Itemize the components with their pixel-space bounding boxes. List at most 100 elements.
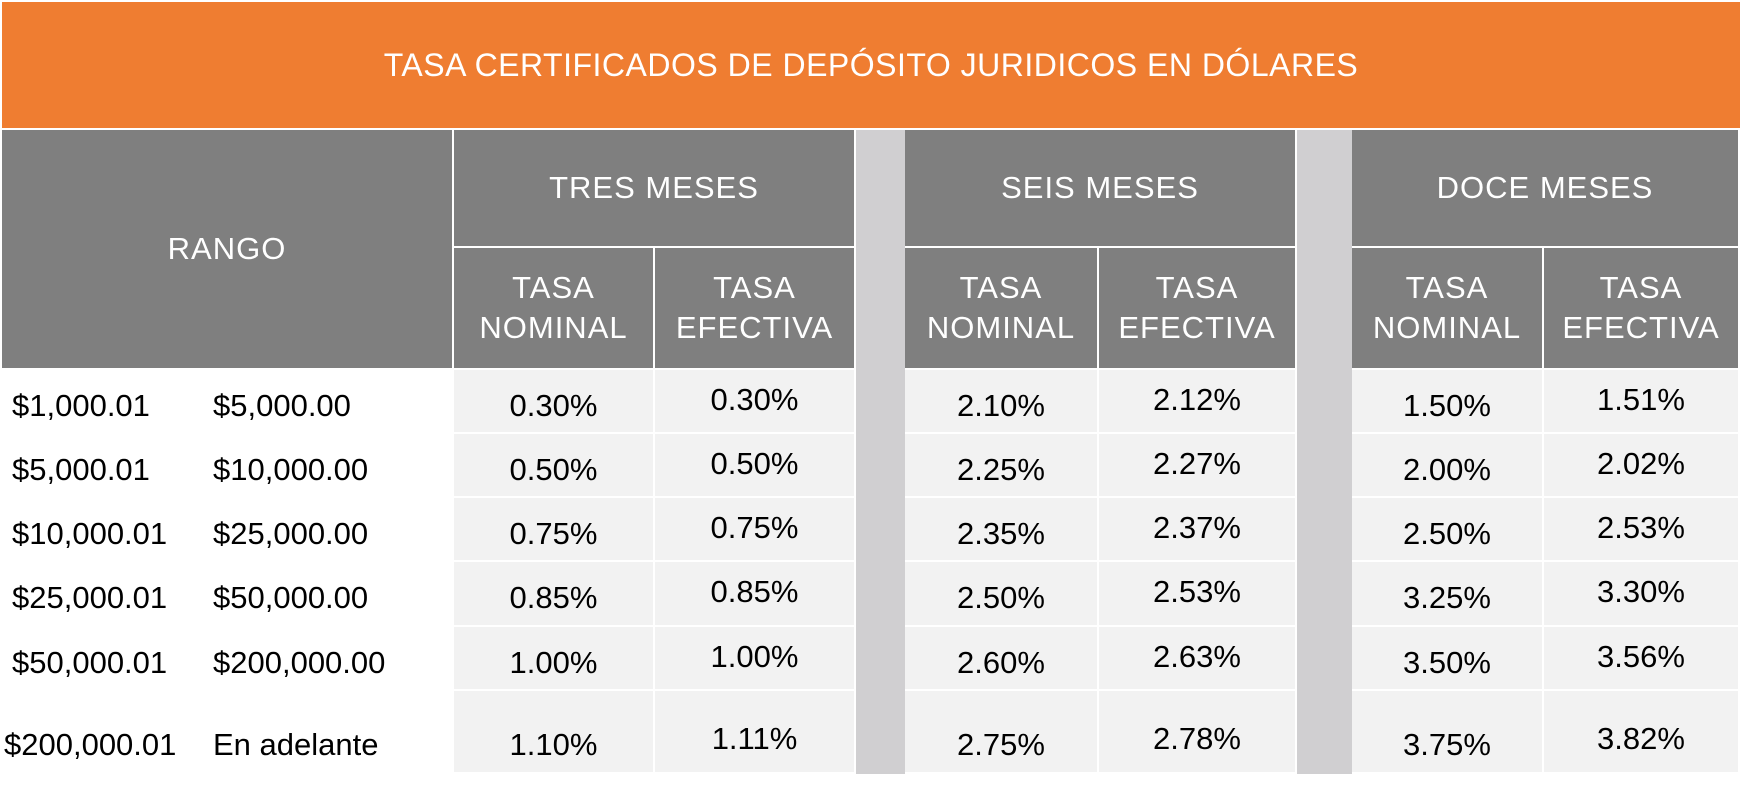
rate-value: 3.75%: [1403, 727, 1491, 762]
header-rango-label: RANGO: [167, 231, 287, 266]
header-doce-nominal: TASA NOMINAL: [1352, 248, 1544, 370]
table-cell: 2.27%: [1099, 434, 1297, 498]
rate-value: 0.50%: [710, 446, 799, 481]
range-from: $10,000.01: [12, 516, 168, 551]
column-separator-2: [1297, 130, 1352, 774]
rate-value: 0.50%: [509, 452, 598, 487]
rate-value: 0.30%: [509, 388, 598, 423]
rate-value: 2.27%: [1153, 446, 1241, 481]
header-tres-meses: TRES MESES: [454, 130, 856, 248]
header-seis-nominal-line1: TASA: [959, 270, 1043, 305]
table-cell: 2.53%: [1099, 562, 1297, 627]
header-seis-nominal: TASA NOMINAL: [905, 248, 1099, 370]
table-cell: 1.50%: [1352, 370, 1544, 434]
table-cell: 2.53%: [1544, 498, 1740, 562]
rate-value: 1.51%: [1597, 382, 1685, 417]
rate-value: 2.50%: [957, 580, 1045, 615]
rate-value: 2.63%: [1153, 639, 1241, 674]
table-cell: 3.82%: [1544, 691, 1740, 774]
header-doce-efectiva: TASA EFECTIVA: [1544, 248, 1740, 370]
range-to: $5,000.00: [213, 388, 351, 423]
table-cell: 2.50%: [905, 562, 1099, 627]
range-to: En adelante: [213, 727, 379, 762]
table-cell: 0.30%: [655, 370, 856, 434]
table-cell: 0.75%: [655, 498, 856, 562]
column-separator-1: [856, 130, 905, 774]
range-from: $25,000.01: [12, 580, 168, 615]
rate-value: 1.11%: [711, 721, 798, 756]
header-doce-efectiva-line2: EFECTIVA: [1562, 310, 1720, 345]
rate-value: 2.25%: [957, 452, 1045, 487]
rate-value: 1.00%: [509, 645, 598, 680]
rate-value: 0.75%: [710, 510, 799, 545]
rate-value: 2.35%: [957, 516, 1045, 551]
header-doce-meses: DOCE MESES: [1352, 130, 1740, 248]
table-cell: 1.11%: [655, 691, 856, 774]
table-cell: 3.75%: [1352, 691, 1544, 774]
rate-value: 2.75%: [957, 727, 1045, 762]
rate-value: 1.50%: [1403, 388, 1491, 423]
table-cell: 2.50%: [1352, 498, 1544, 562]
range-from: $1,000.01: [12, 388, 150, 423]
table-cell: 2.37%: [1099, 498, 1297, 562]
header-seis-nominal-line2: NOMINAL: [926, 310, 1076, 345]
table-cell: 2.02%: [1544, 434, 1740, 498]
rate-value: 2.00%: [1403, 452, 1491, 487]
header-doce-nominal-line2: NOMINAL: [1372, 310, 1522, 345]
table-cell: 3.50%: [1352, 627, 1544, 691]
rate-value: 1.10%: [509, 727, 598, 762]
header-seis-meses: SEIS MESES: [905, 130, 1297, 248]
range-to: $200,000.00: [213, 645, 386, 680]
rate-value: 2.10%: [957, 388, 1045, 423]
table-cell: 0.50%: [655, 434, 856, 498]
rate-value: 3.50%: [1403, 645, 1491, 680]
header-seis-efectiva-line2: EFECTIVA: [1118, 310, 1276, 345]
header-seis-efectiva-line1: TASA: [1155, 270, 1239, 305]
rate-value: 2.53%: [1153, 574, 1241, 609]
rate-value: 2.50%: [1403, 516, 1491, 551]
header-rango: RANGO: [2, 130, 454, 370]
header-tres-efectiva-line1: TASA: [713, 270, 796, 305]
table-cell: 0.30%: [454, 370, 655, 434]
table-cell: 2.00%: [1352, 434, 1544, 498]
table-cell: 3.56%: [1544, 627, 1740, 691]
range-from: $50,000.01: [12, 645, 168, 680]
rate-value: 2.12%: [1153, 382, 1241, 417]
rate-value: 2.37%: [1153, 510, 1241, 545]
header-doce-meses-label: DOCE MESES: [1436, 170, 1654, 205]
header-tres-nominal-line2: NOMINAL: [479, 310, 628, 345]
rate-value: 2.78%: [1153, 721, 1241, 756]
range-from: $5,000.01: [12, 452, 150, 487]
table-cell: 0.85%: [454, 562, 655, 627]
rate-value: 0.85%: [509, 580, 598, 615]
table-cell: 2.78%: [1099, 691, 1297, 774]
range-from: $200,000.01: [4, 727, 177, 762]
header-tres-meses-label: TRES MESES: [549, 170, 759, 205]
table-title: TASA CERTIFICADOS DE DEPÓSITO JURIDICOS …: [2, 2, 1740, 130]
table-cell: 1.51%: [1544, 370, 1740, 434]
table-cell: 3.30%: [1544, 562, 1740, 627]
header-seis-meses-label: SEIS MESES: [1001, 170, 1199, 205]
table-cell: 1.10%: [454, 691, 655, 774]
rate-value: 3.56%: [1597, 639, 1685, 674]
table-cell: 3.25%: [1352, 562, 1544, 627]
range-to: $10,000.00: [213, 452, 369, 487]
header-doce-efectiva-line1: TASA: [1599, 270, 1683, 305]
table-cell: 1.00%: [454, 627, 655, 691]
range-to: $25,000.00: [213, 516, 369, 551]
rate-value: 2.53%: [1597, 510, 1685, 545]
table-cell: 2.12%: [1099, 370, 1297, 434]
rate-value: 0.85%: [710, 574, 799, 609]
header-doce-nominal-line1: TASA: [1405, 270, 1489, 305]
range-to: $50,000.00: [213, 580, 369, 615]
header-tres-efectiva-line2: EFECTIVA: [675, 310, 834, 345]
header-seis-efectiva: TASA EFECTIVA: [1099, 248, 1297, 370]
table-cell: 2.25%: [905, 434, 1099, 498]
header-tres-nominal-line1: TASA: [512, 270, 595, 305]
table-cell: 1.00%: [655, 627, 856, 691]
rate-value: 3.82%: [1597, 721, 1685, 756]
rate-value: 0.75%: [509, 516, 598, 551]
table-cell: 2.63%: [1099, 627, 1297, 691]
header-tres-nominal: TASA NOMINAL: [454, 248, 655, 370]
table-cell: 2.60%: [905, 627, 1099, 691]
